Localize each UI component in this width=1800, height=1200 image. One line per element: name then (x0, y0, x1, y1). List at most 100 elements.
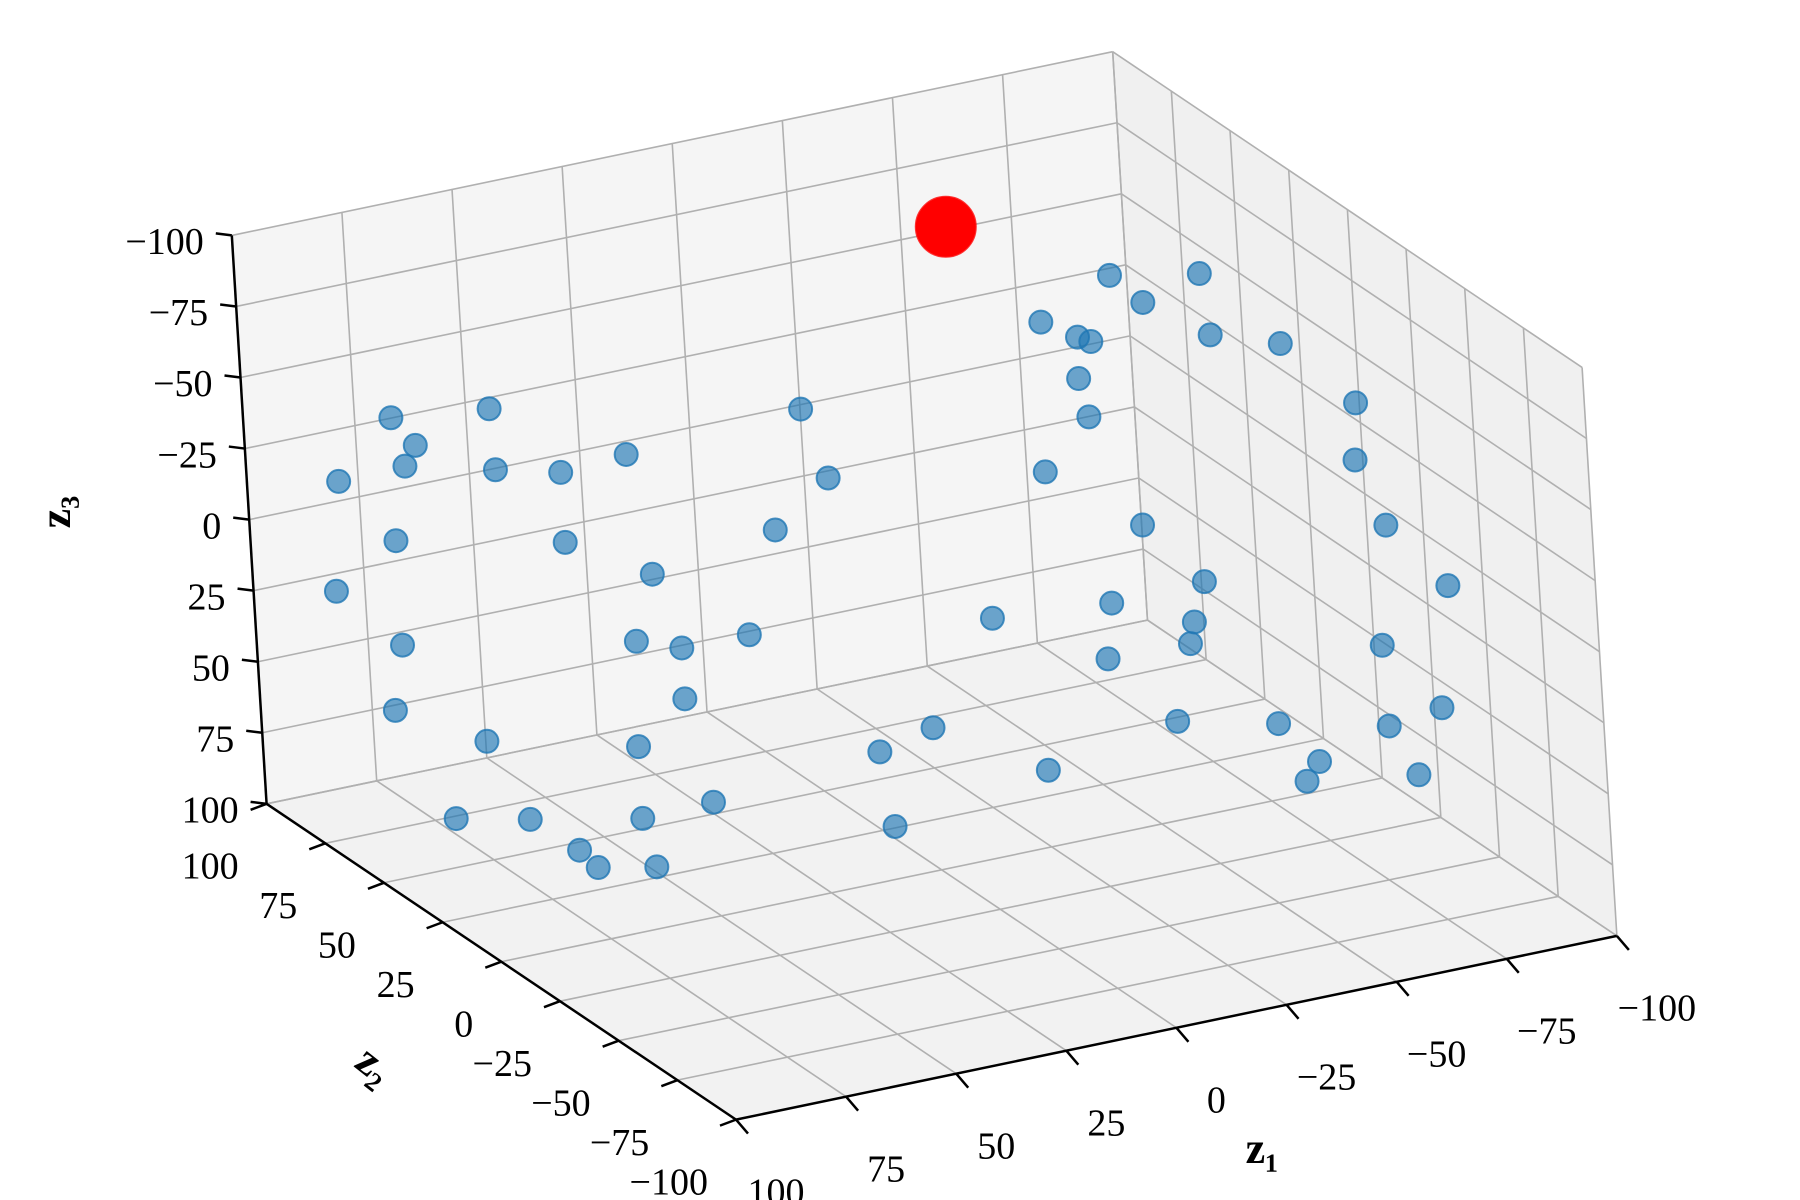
y-tick (367, 881, 385, 890)
y-tick-label: 0 (454, 1003, 473, 1045)
point (669, 635, 695, 661)
z-tick-label: 100 (182, 790, 239, 832)
grid-line (442, 737, 1324, 924)
point (323, 578, 349, 604)
grid-line (249, 335, 1131, 521)
grid-line (257, 477, 1139, 663)
z-tick (224, 374, 241, 379)
x-tick-label: 100 (747, 1171, 804, 1200)
grid-line (1112, 51, 1583, 369)
point (1369, 632, 1395, 658)
point (1076, 404, 1102, 430)
point (382, 697, 408, 723)
grid-line (383, 698, 1265, 884)
x-tick (1175, 1026, 1190, 1043)
z-axis-label: z₃ (31, 496, 80, 529)
point (979, 605, 1005, 631)
point (1165, 708, 1191, 734)
grid-line (1125, 264, 1596, 582)
z-tick (246, 729, 263, 735)
z-tick-label: −50 (153, 363, 212, 405)
z-tick (215, 232, 232, 237)
grid-line (325, 658, 1207, 845)
y-tick-label: −75 (590, 1122, 649, 1164)
point (1307, 749, 1333, 775)
point (1191, 569, 1217, 595)
point (762, 517, 788, 543)
point (882, 814, 908, 840)
point (1130, 289, 1156, 315)
point (383, 528, 409, 554)
point (390, 632, 416, 658)
x-tick-label: −50 (1407, 1034, 1466, 1076)
y-tick (426, 921, 444, 930)
y-tick-label: 100 (182, 846, 239, 888)
point (1066, 366, 1092, 392)
point (867, 739, 893, 765)
grid-line (231, 50, 1113, 237)
grid-line (618, 856, 1500, 1042)
point (1266, 711, 1292, 737)
y-tick-label: 75 (259, 885, 297, 927)
point (1435, 573, 1461, 599)
y-tick (250, 802, 268, 811)
z-tick-label: 50 (192, 647, 230, 689)
x-tick (1615, 935, 1630, 951)
point (1294, 768, 1320, 794)
point (1197, 322, 1223, 348)
point (378, 405, 404, 431)
point (623, 628, 649, 654)
point (1078, 329, 1104, 355)
x-tick-label: 50 (977, 1125, 1015, 1167)
y-tick-label: 25 (377, 964, 415, 1006)
y-tick (602, 1039, 620, 1048)
point (585, 855, 611, 881)
point (815, 465, 841, 491)
y-tick-label: −100 (630, 1161, 708, 1200)
y-tick (660, 1078, 678, 1088)
y-axis-label: z₂ (347, 1035, 403, 1094)
z-tick (237, 587, 254, 592)
point (630, 805, 656, 831)
x-tick-label: −75 (1517, 1011, 1576, 1053)
grid-line (1142, 548, 1613, 866)
point (626, 734, 652, 760)
point (474, 728, 500, 754)
y-tick-label: −50 (531, 1082, 590, 1124)
grid-line (253, 406, 1135, 592)
grid-line (235, 121, 1118, 308)
point (788, 396, 814, 422)
grid-line (1147, 619, 1618, 937)
point (552, 529, 578, 555)
grid-line (501, 777, 1383, 963)
point (1267, 331, 1293, 357)
axes: −100−75−50−250255075100−100−75−50−250255… (125, 221, 1696, 1200)
grid-line (1116, 122, 1587, 440)
point (517, 806, 543, 832)
point (1376, 713, 1402, 739)
point (1429, 695, 1455, 721)
x-tick (845, 1095, 860, 1112)
x-tick (735, 1118, 749, 1135)
point (1095, 646, 1121, 672)
point (1130, 512, 1156, 538)
x-tick (955, 1072, 970, 1089)
x-tick (1285, 1003, 1300, 1020)
point (1342, 447, 1368, 473)
grid-line (262, 548, 1144, 734)
y-tick-label: −25 (473, 1043, 532, 1085)
x-tick (1505, 958, 1520, 974)
grid-line (1581, 367, 1618, 936)
z-tick-label: 25 (188, 576, 226, 618)
grid-line (1138, 477, 1609, 795)
z-tick-label: −75 (149, 292, 208, 334)
z-tick-label: −25 (157, 434, 216, 476)
point (1032, 459, 1058, 485)
point (1035, 757, 1061, 783)
point (1343, 390, 1369, 416)
point (1028, 309, 1054, 335)
x-tick-label: −100 (1618, 988, 1696, 1030)
point (672, 686, 698, 712)
point (644, 854, 670, 880)
x-tick-label: 0 (1207, 1079, 1226, 1121)
